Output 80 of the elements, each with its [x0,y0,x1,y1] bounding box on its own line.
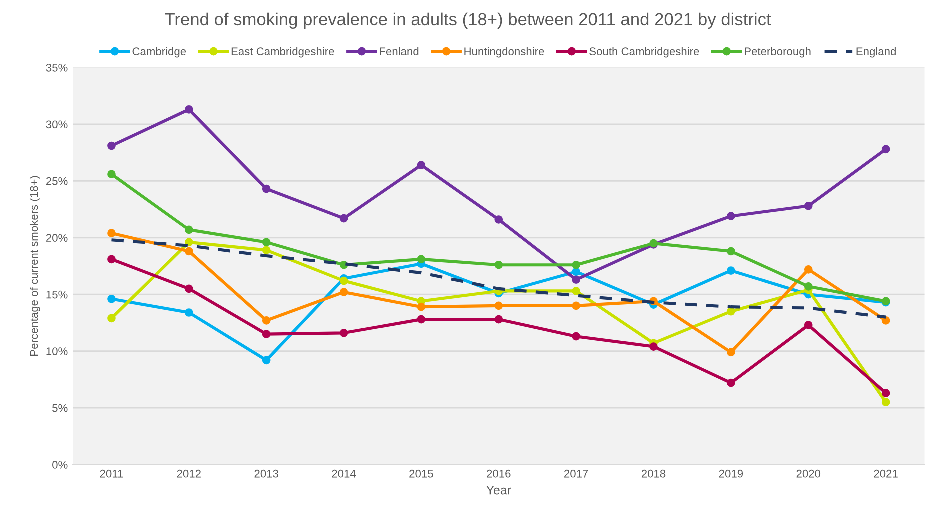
point [262,246,271,255]
point [572,260,580,270]
point [804,321,813,330]
y-axis-title: Percentage of current smokers (18+) [30,176,40,356]
point [727,212,736,220]
point [804,265,813,274]
y-tick-label: 30% [46,120,68,129]
point [417,315,426,324]
point [727,348,736,357]
point [184,106,194,114]
y-tick-label: 5% [52,404,68,412]
x-tick-label: 2012 [177,470,201,478]
point [262,238,271,247]
point [340,214,348,223]
point [184,226,194,234]
point [494,302,504,310]
point [184,284,194,294]
point [882,389,890,398]
point [108,255,116,264]
x-tick-label: 2014 [332,470,356,478]
x-tick-label: 2016 [487,470,511,478]
point [262,184,271,194]
point [882,145,890,154]
x-tick-label: 2017 [564,470,588,478]
point [262,330,271,338]
point [184,238,194,247]
point [650,342,658,351]
point [340,288,348,297]
point [727,378,736,388]
legend-label: Cambridge [132,47,186,58]
point [572,302,580,310]
x-tick-label: 2013 [254,470,278,478]
point [804,282,813,291]
x-tick-label: 2019 [719,470,744,478]
legend-label: Peterborough [745,47,811,58]
point [108,294,116,304]
point [727,247,736,256]
chart-title: Trend of smoking prevalence in adults (18+) between 2011 and 2021 by district [165,12,772,30]
point [108,229,116,238]
point [494,260,504,270]
y-tick-label: 35% [46,64,68,72]
point [184,308,194,317]
point [727,266,736,275]
point [494,315,504,324]
x-tick-label: 2018 [642,470,666,478]
legend-label: Huntingdonshire [464,47,544,58]
point [340,276,348,286]
point [184,247,194,256]
point [572,287,580,296]
point [572,276,580,284]
legend-label: England [856,47,896,58]
point [108,170,116,179]
x-tick-label: 2011 [100,470,124,478]
point [262,316,271,325]
point [572,332,580,341]
point [572,268,580,276]
point [108,314,116,323]
x-tick-label: 2021 [874,470,898,478]
y-tick-label: 15% [46,290,68,299]
point [417,302,426,312]
point [804,202,813,210]
y-tick-label: 10% [46,348,68,356]
point [882,398,890,407]
point [727,307,736,316]
x-tick-label: 2015 [410,470,434,478]
legend-label: East Cambridgeshire [232,47,334,58]
point [494,216,504,224]
point [882,316,890,325]
point [340,329,348,338]
point [417,255,426,264]
point [108,142,116,150]
point [417,161,426,170]
legend-label: Fenland [380,47,419,56]
y-tick-label: 0% [52,461,68,469]
legend-label: South Cambridgeshire [590,47,700,58]
x-axis-title: Year [486,486,512,495]
point [262,356,271,365]
y-tick-label: 25% [46,177,68,186]
x-tick-label: 2020 [796,470,821,478]
y-tick-label: 20% [46,234,68,242]
